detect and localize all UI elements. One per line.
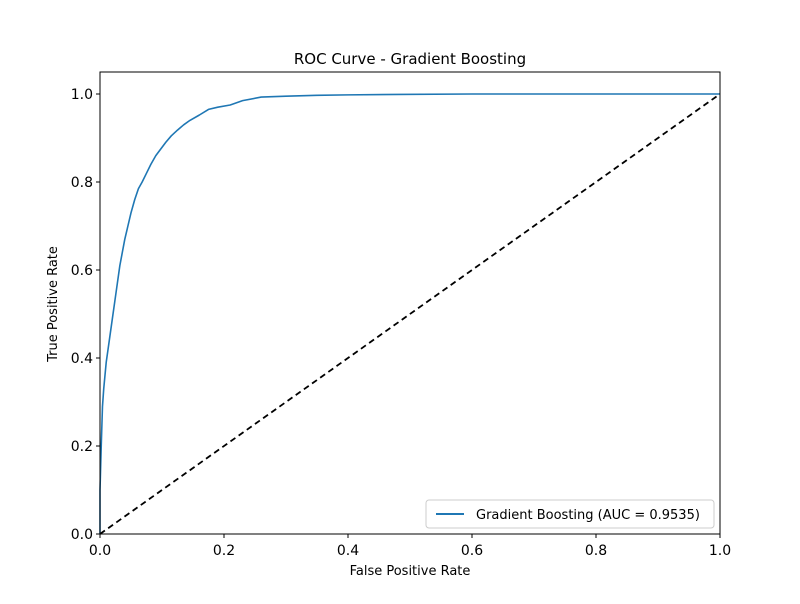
plot-area — [100, 72, 720, 534]
diagonal-reference-line — [99, 93, 721, 535]
x-tick-label: 0.8 — [585, 543, 607, 559]
y-tick-label: 0.0 — [71, 527, 93, 543]
x-tick-label: 0.4 — [337, 543, 359, 559]
legend-box — [425, 499, 715, 529]
legend: Gradient Boosting (AUC = 0.9535) — [425, 499, 715, 529]
roc-curve-line-series-0 — [99, 93, 720, 534]
x-tick-label: 0.2 — [213, 543, 235, 559]
y-tick-label: 0.4 — [71, 351, 93, 367]
y-axis-label: True Positive Rate — [46, 246, 61, 363]
chart-title: ROC Curve - Gradient Boosting — [294, 50, 526, 68]
plot-frame — [99, 71, 721, 535]
y-tick-label: 0.2 — [71, 439, 93, 455]
x-axis-label: False Positive Rate — [350, 564, 471, 579]
legend-entry-gradient-boosting: Gradient Boosting (AUC = 0.9535) — [476, 508, 700, 523]
y-tick-label: 0.8 — [71, 175, 93, 191]
y-tick-label: 0.6 — [71, 263, 93, 279]
x-tick-label: 0.6 — [461, 543, 483, 559]
y-tick-label: 1.0 — [71, 87, 93, 103]
x-tick-label: 1.0 — [709, 543, 731, 559]
x-tick-label: 0.0 — [89, 543, 111, 559]
